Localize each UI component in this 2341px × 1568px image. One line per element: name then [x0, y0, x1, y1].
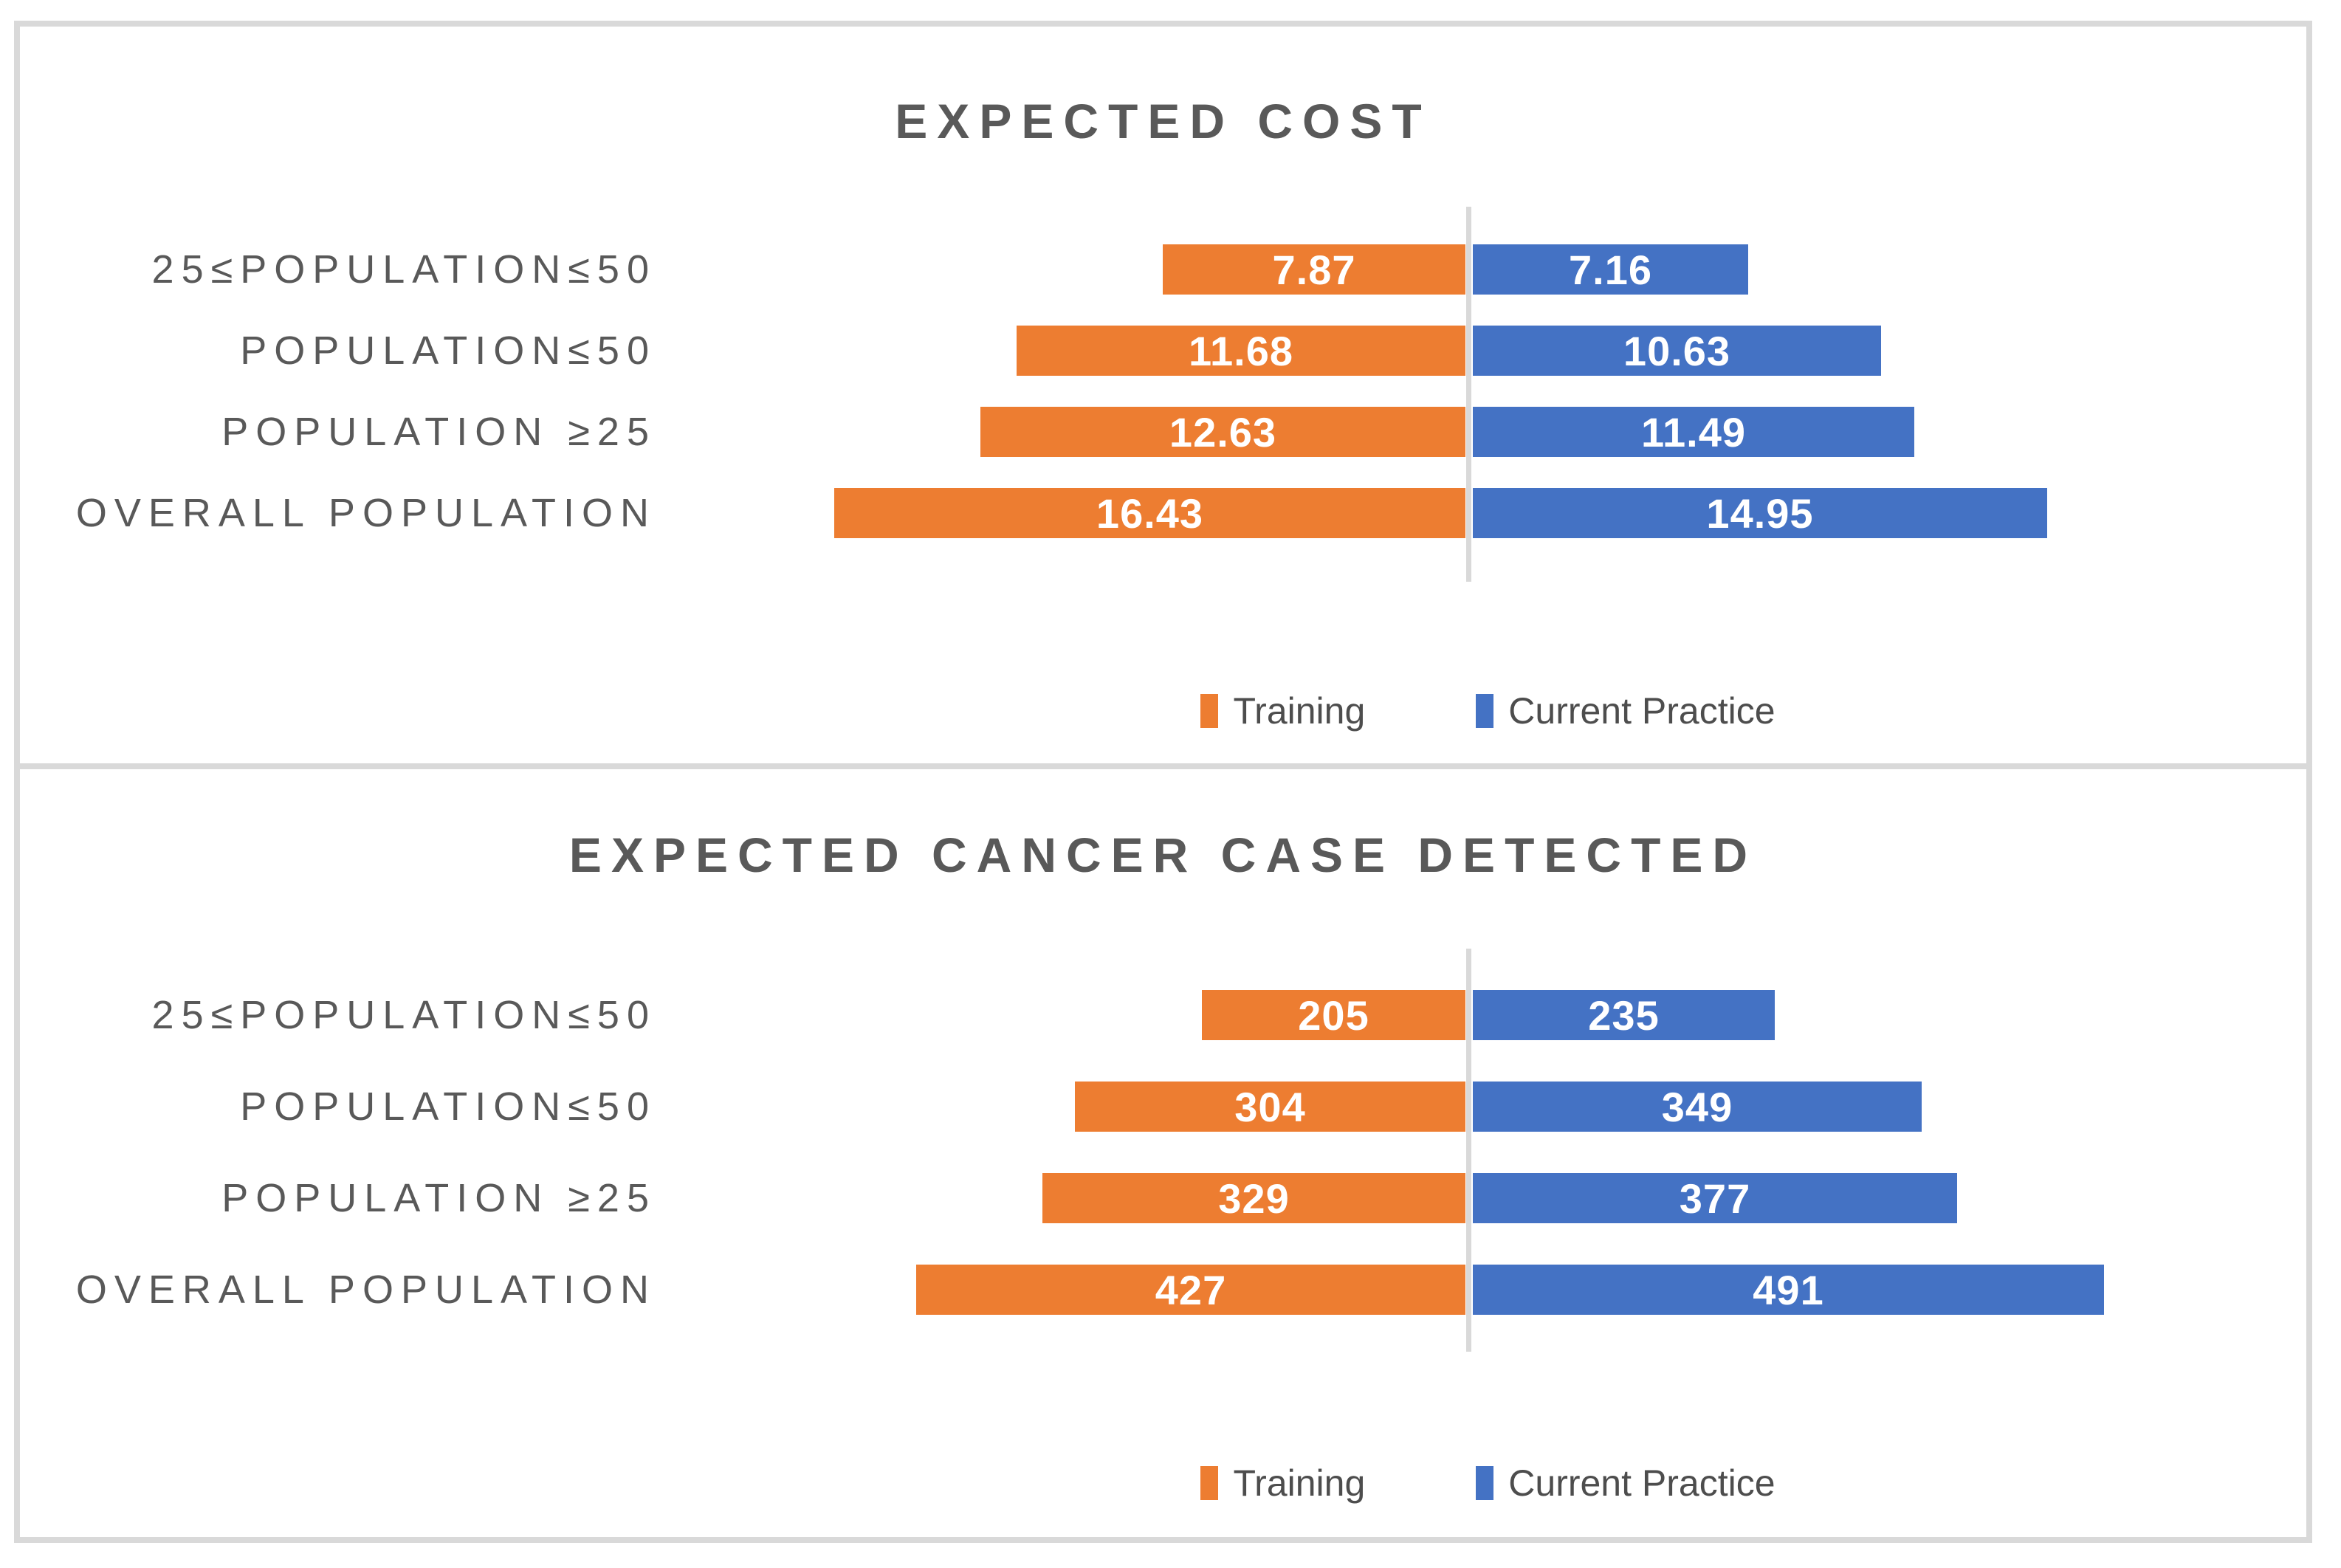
- legend-item-training: Training: [1200, 690, 1365, 732]
- chart-row: POPULATION ≥25 329 377: [20, 1152, 2306, 1244]
- bar-value-label: 349: [1661, 1083, 1733, 1130]
- training-bar: 11.68: [1017, 326, 1465, 376]
- bar-value-label: 329: [1218, 1175, 1290, 1222]
- current-practice-bar: 377: [1473, 1173, 1957, 1223]
- training-bar: 16.43: [834, 488, 1465, 538]
- legend-item-current-practice: Current Practice: [1476, 1462, 1775, 1505]
- legend-swatch-icon: [1476, 694, 1494, 728]
- training-bar: 12.63: [980, 407, 1465, 457]
- bar-value-label: 12.63: [1169, 408, 1277, 455]
- current-practice-bar: 7.16: [1473, 244, 1748, 295]
- current-practice-bar: 349: [1473, 1082, 1922, 1132]
- training-bar: 427: [916, 1265, 1465, 1315]
- category-label: POPULATION≤50: [240, 329, 656, 373]
- chart-panel-expected-cancer-case-detected: EXPECTED CANCER CASE DETECTED 25≤POPULAT…: [20, 769, 2306, 1537]
- bar-value-label: 427: [1155, 1266, 1227, 1313]
- plot-area: 25≤POPULATION≤50 205 235 POPULATION≤50 304 34…: [20, 949, 2306, 1352]
- figure-content: EXPECTED COST 25≤POPULATION≤50 7.87 7.16 PO…: [14, 27, 2312, 1537]
- legend: Training Current Practice: [670, 1462, 2306, 1505]
- bar-value-label: 16.43: [1096, 489, 1204, 537]
- bar-value-label: 205: [1298, 991, 1369, 1039]
- center-axis-line: [1466, 949, 1471, 1352]
- chart-row: POPULATION≤50 304 349: [20, 1061, 2306, 1152]
- bar-value-label: 235: [1588, 991, 1660, 1039]
- legend-item-current-practice: Current Practice: [1476, 690, 1775, 732]
- training-bar: 7.87: [1163, 244, 1465, 295]
- bar-value-label: 10.63: [1623, 327, 1731, 374]
- legend-swatch-icon: [1200, 1466, 1219, 1500]
- current-practice-bar: 235: [1473, 990, 1775, 1040]
- training-bar: 205: [1202, 990, 1465, 1040]
- chart-row: OVERALL POPULATION 427 491: [20, 1244, 2306, 1335]
- bar-value-label: 7.87: [1272, 246, 1356, 293]
- current-practice-bar: 14.95: [1473, 488, 2047, 538]
- current-practice-bar: 491: [1473, 1265, 2104, 1315]
- training-bar: 304: [1075, 1082, 1465, 1132]
- category-label: OVERALL POPULATION: [75, 1268, 656, 1312]
- category-label: POPULATION≤50: [240, 1084, 656, 1129]
- panel-divider: [14, 763, 2312, 769]
- chart-row: POPULATION≤50 11.68 10.63: [20, 310, 2306, 391]
- legend: Training Current Practice: [670, 690, 2306, 732]
- legend-label: Training: [1233, 690, 1366, 732]
- center-axis-line: [1466, 207, 1471, 582]
- bar-value-label: 377: [1679, 1175, 1751, 1222]
- chart-row: POPULATION ≥25 12.63 11.49: [20, 391, 2306, 472]
- category-label: 25≤POPULATION≤50: [151, 993, 656, 1037]
- bar-value-label: 304: [1234, 1083, 1306, 1130]
- training-bar: 329: [1042, 1173, 1465, 1223]
- current-practice-bar: 10.63: [1473, 326, 1881, 376]
- chart-row: OVERALL POPULATION 16.43 14.95: [20, 472, 2306, 554]
- legend-swatch-icon: [1200, 694, 1219, 728]
- chart-title: EXPECTED CANCER CASE DETECTED: [568, 828, 1758, 882]
- bar-value-label: 11.68: [1188, 327, 1294, 374]
- current-practice-bar: 11.49: [1473, 407, 1914, 457]
- category-label: OVERALL POPULATION: [75, 491, 656, 535]
- chart-title: EXPECTED COST: [895, 94, 1431, 148]
- legend-label: Current Practice: [1508, 690, 1775, 732]
- chart-row: 25≤POPULATION≤50 205 235: [20, 969, 2306, 1061]
- figure-border-frame: EXPECTED COST 25≤POPULATION≤50 7.87 7.16 PO…: [14, 21, 2312, 1543]
- category-label: 25≤POPULATION≤50: [151, 247, 656, 292]
- bar-value-label: 491: [1753, 1266, 1824, 1313]
- legend-label: Current Practice: [1508, 1462, 1775, 1504]
- category-label: POPULATION ≥25: [221, 410, 656, 454]
- legend-label: Training: [1233, 1462, 1366, 1504]
- chart-row: 25≤POPULATION≤50 7.87 7.16: [20, 229, 2306, 310]
- bar-value-label: 11.49: [1640, 408, 1747, 455]
- legend-item-training: Training: [1200, 1462, 1365, 1505]
- chart-panel-expected-cost: EXPECTED COST 25≤POPULATION≤50 7.87 7.16 PO…: [20, 27, 2306, 763]
- bar-value-label: 7.16: [1569, 246, 1652, 293]
- category-label: POPULATION ≥25: [221, 1176, 656, 1220]
- plot-area: 25≤POPULATION≤50 7.87 7.16 POPULATION≤50 11.…: [20, 207, 2306, 582]
- bar-value-label: 14.95: [1706, 489, 1814, 537]
- legend-swatch-icon: [1476, 1466, 1494, 1500]
